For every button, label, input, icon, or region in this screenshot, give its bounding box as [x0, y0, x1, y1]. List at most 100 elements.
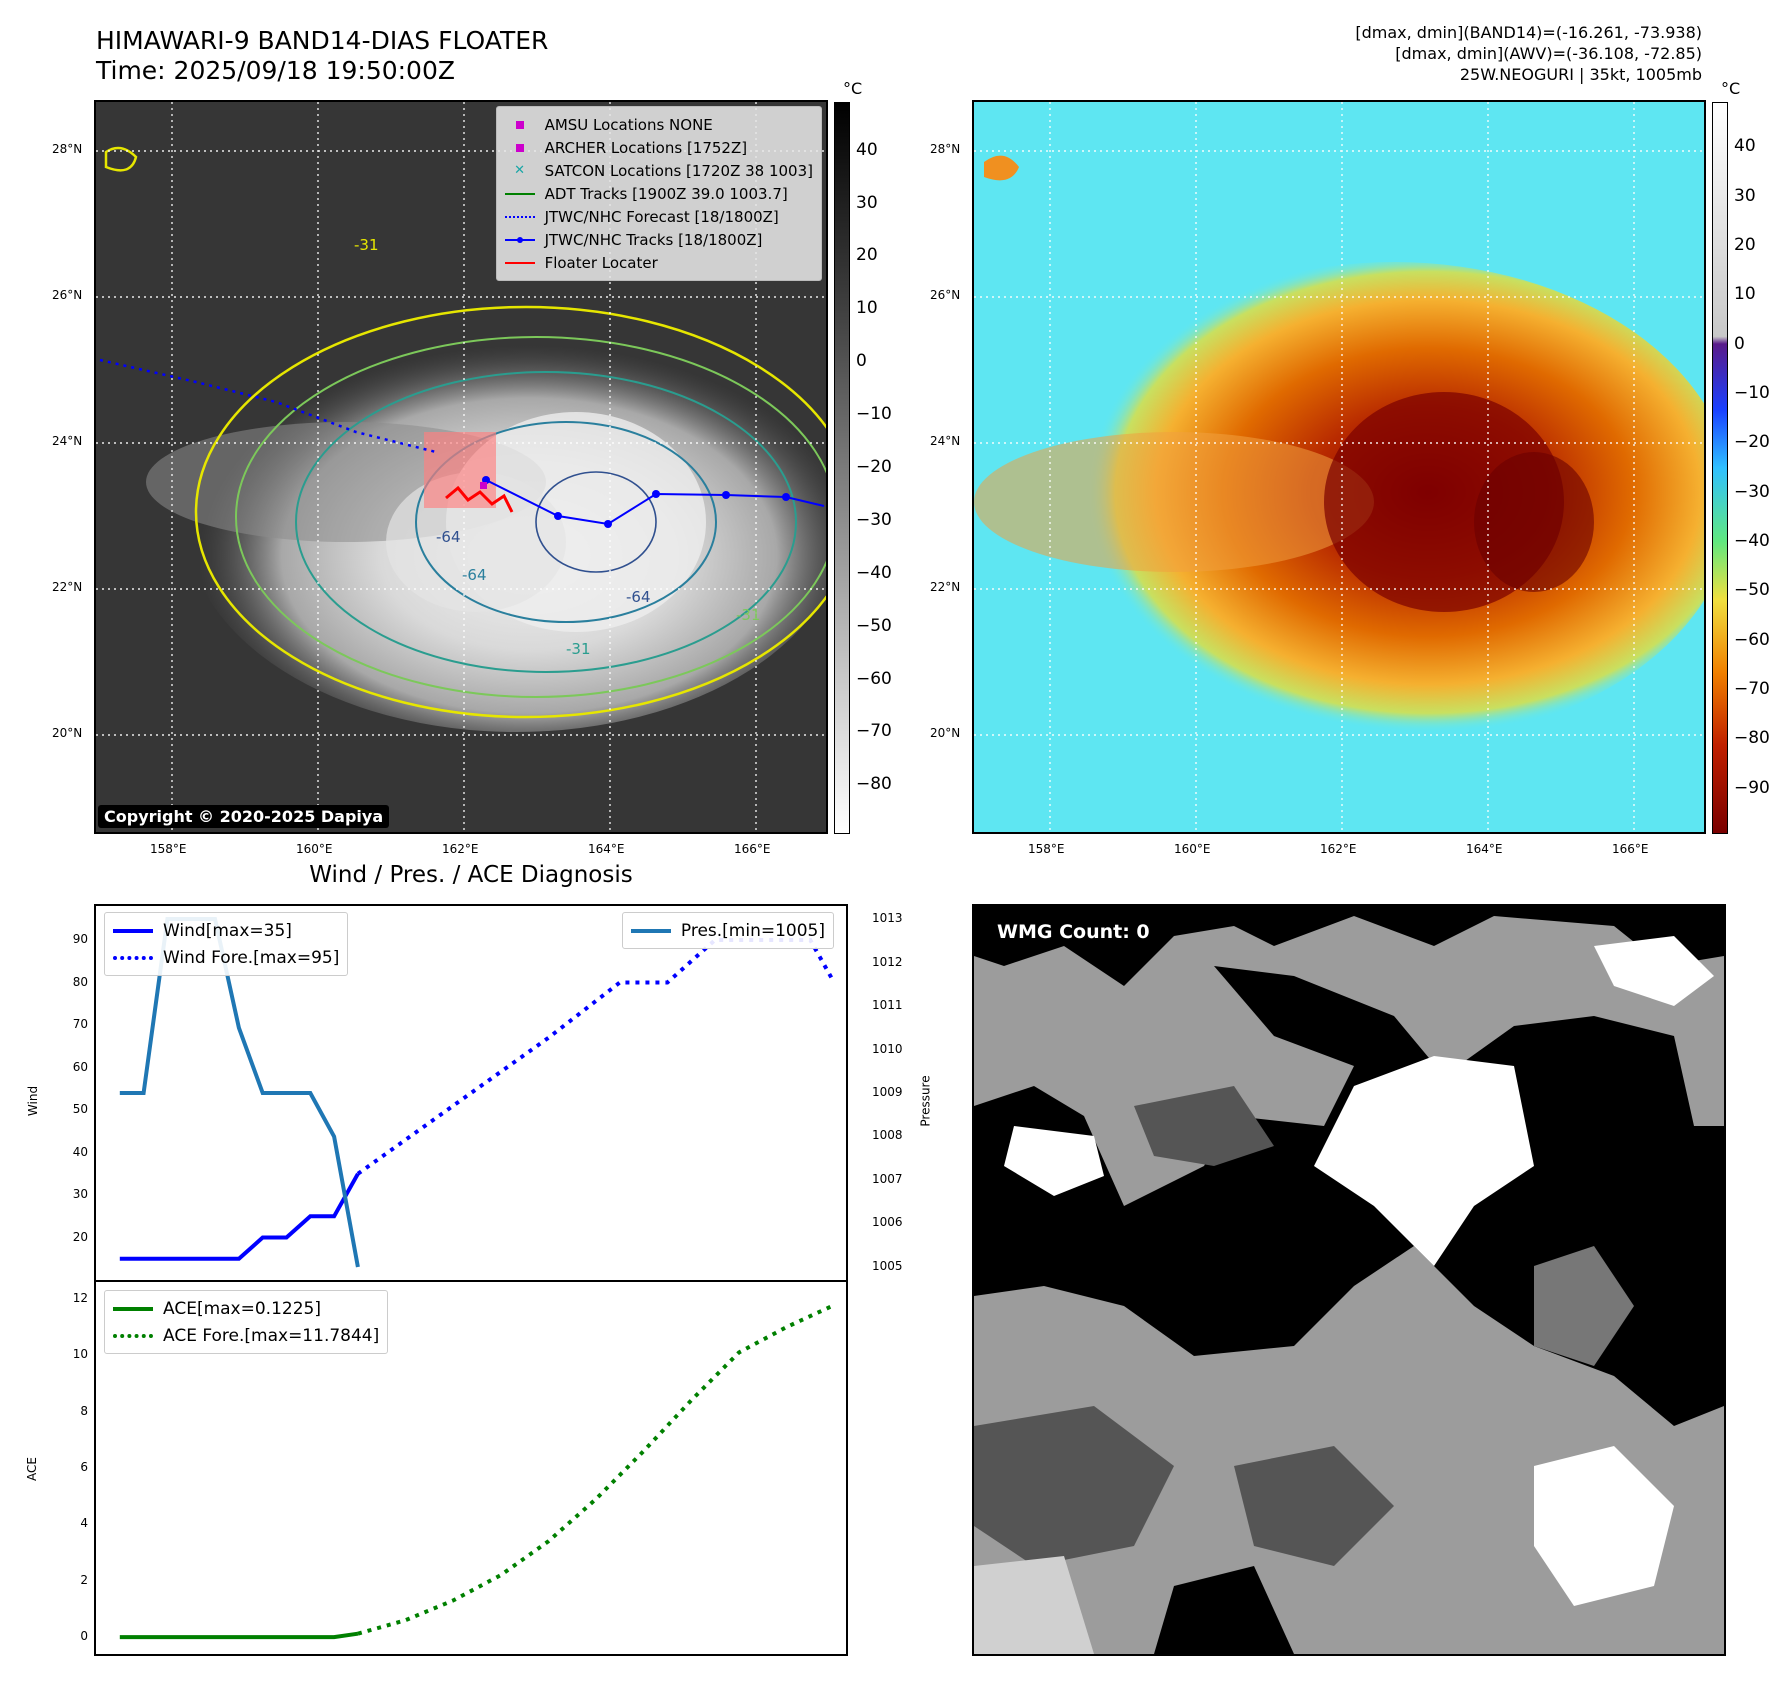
wind-legend: Wind[max=35] Wind Fore.[max=95] [104, 912, 349, 976]
colorbar-tick: 0 [1734, 333, 1745, 354]
legend-item-wind: Wind[max=35] [113, 917, 339, 944]
colorbar-tick: 40 [856, 139, 878, 160]
figure-title: HIMAWARI-9 BAND14-DIAS FLOATER Time: 202… [96, 26, 548, 86]
colorbar-tick: 20 [1734, 235, 1756, 256]
colorbar-tick: −70 [1734, 678, 1770, 699]
axis-tick: 1010 [872, 1041, 903, 1056]
colorbar-tick: −70 [856, 721, 892, 742]
legend-item-ace-forecast: ACE Fore.[max=11.7844] [113, 1322, 379, 1349]
legend-item-ace: ACE[max=0.1225] [113, 1295, 379, 1322]
colorbar-unit: °C [843, 79, 863, 98]
lat-tick: 28°N [52, 142, 83, 156]
colorbar-tick: −30 [1734, 481, 1770, 502]
info-line-1: [dmax, dmin](BAND14)=(-16.261, -73.938) [1355, 23, 1702, 42]
ace-axis-label: ACE [24, 1457, 39, 1481]
lon-tick: 160°E [1174, 842, 1211, 856]
lon-tick: 166°E [734, 842, 771, 856]
axis-tick: 60 [72, 1059, 88, 1074]
axis-tick: 1007 [872, 1171, 903, 1186]
axis-tick: 80 [72, 974, 88, 989]
colorbar-tick: −10 [856, 404, 892, 425]
wmg-panel: WMG Count: 0 [972, 904, 1726, 1656]
colorbar-tick: −40 [1734, 530, 1770, 551]
pressure-axis-label: Pressure [918, 1075, 933, 1127]
colorbar-tick: −80 [1734, 728, 1770, 749]
colorbar-tick: −10 [1734, 383, 1770, 403]
wmg-count-label: WMG Count: 0 [990, 918, 1157, 946]
map-legend: AMSU Locations NONE ARCHER Locations [17… [495, 106, 822, 281]
chart-title: Wind / Pres. / ACE Diagnosis [309, 862, 633, 888]
lon-tick: 158°E [150, 842, 187, 856]
axis-tick: 40 [72, 1144, 88, 1159]
lat-tick: 20°N [930, 726, 961, 740]
axis-tick: 70 [72, 1017, 88, 1031]
wind-chart-svg [119, 917, 836, 1268]
series-line [119, 1172, 360, 1261]
colorbar-tick: 10 [1734, 284, 1756, 305]
legend-item-pressure: Pres.[min=1005] [630, 917, 825, 944]
lon-tick: 162°E [1320, 842, 1357, 856]
axis-tick: 20 [72, 1229, 88, 1244]
axis-tick: 12 [72, 1290, 88, 1305]
contour-label: -31 [566, 640, 591, 658]
lat-tick: 24°N [52, 434, 83, 448]
contour-label: -31 [354, 236, 379, 254]
series-line [356, 938, 836, 1176]
colorbar-tick: −40 [856, 562, 892, 583]
legend-item-forecast: JTWC/NHC Forecast [18/1800Z] [504, 205, 813, 228]
colorbar-tick: 0 [856, 351, 867, 372]
lat-tick: 24°N [930, 434, 961, 448]
lon-tick: 164°E [1466, 842, 1503, 856]
legend-item-amsu: AMSU Locations NONE [505, 113, 813, 136]
ace-legend: ACE[max=0.1225] ACE Fore.[max=11.7844] [104, 1290, 389, 1354]
color-map-svg [974, 102, 1704, 832]
contour-label: -64 [462, 566, 487, 584]
axis-tick: 6 [80, 1460, 88, 1474]
colorbar-tick: 40 [1734, 136, 1756, 157]
axis-tick: 1013 [872, 911, 903, 926]
ir-satellite-panel: -31 -64 -31 -64 -31 -64 AMSU Locations N… [94, 100, 828, 834]
color-ir-panel [972, 100, 1706, 834]
axis-tick: 90 [72, 932, 88, 946]
contour-label: -64 [436, 528, 461, 546]
ace-chart: ACE[max=0.1225] ACE Fore.[max=11.7844] [94, 1280, 848, 1656]
axis-tick: 1009 [872, 1085, 903, 1099]
colorbar-tick: −60 [856, 668, 892, 689]
lat-tick: 20°N [52, 726, 83, 740]
lat-tick: 28°N [930, 142, 961, 156]
colorbar-tick: −80 [856, 774, 892, 795]
info-line-2: [dmax, dmin](AWV)=(-36.108, -72.85) [1395, 44, 1702, 63]
contour-label: -31 [736, 606, 761, 624]
lat-tick: 26°N [930, 288, 961, 302]
axis-tick: 10 [72, 1347, 88, 1362]
pressure-legend: Pres.[min=1005] [621, 912, 834, 949]
lon-tick: 160°E [296, 842, 333, 856]
colorbar-tick: 30 [856, 192, 878, 213]
colorbar-tick: −90 [1734, 777, 1770, 798]
legend-item-wind-forecast: Wind Fore.[max=95] [113, 944, 339, 971]
legend-item-archer: ARCHER Locations [1752Z] [505, 136, 813, 159]
lon-tick: 164°E [588, 842, 625, 856]
lat-tick: 22°N [52, 580, 83, 594]
title-line-2: Time: 2025/09/18 19:50:00Z [96, 56, 455, 85]
axis-tick: 30 [72, 1187, 88, 1201]
colorbar-tick: −60 [1734, 629, 1770, 650]
colorbar-tick: 20 [856, 245, 878, 266]
colorbar-tick: −50 [1734, 580, 1770, 601]
legend-item-adt: ADT Tracks [1900Z 39.0 1003.7] [504, 182, 813, 205]
legend-item-tracks: JTWC/NHC Tracks [18/1800Z] [504, 228, 813, 251]
series-line [357, 1303, 835, 1636]
ace-chart-svg [119, 1303, 835, 1640]
axis-tick: 1011 [872, 998, 903, 1013]
lat-tick: 26°N [52, 288, 83, 302]
wmg-map-svg [974, 906, 1724, 1654]
axis-tick: 4 [80, 1516, 88, 1531]
legend-item-satcon: ✕ SATCON Locations [1720Z 38 1003] [514, 161, 813, 180]
axis-tick: 50 [72, 1102, 88, 1116]
copyright-badge: Copyright © 2020-2025 Dapiya [98, 805, 390, 828]
series-line [119, 1631, 359, 1640]
colorbar-tick: −50 [856, 615, 892, 636]
title-line-1: HIMAWARI-9 BAND14-DIAS FLOATER [96, 26, 549, 55]
lon-tick: 158°E [1028, 842, 1065, 856]
axis-tick: 8 [80, 1403, 88, 1418]
